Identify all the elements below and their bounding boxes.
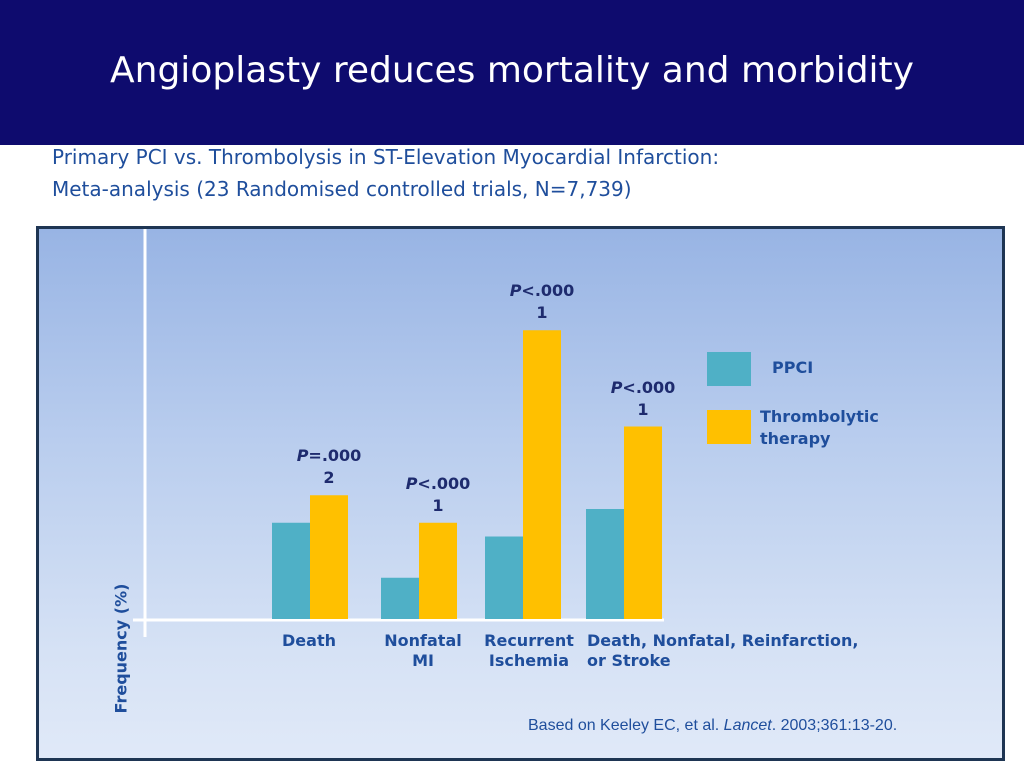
- bar-ppci-3: [485, 536, 523, 619]
- p-value-label-4: P<.000 1: [608, 377, 678, 421]
- legend-label-line: Thrombolytic: [760, 407, 879, 426]
- subtitle-line-1: Primary PCI vs. Thrombolysis in ST-Eleva…: [52, 145, 720, 169]
- x-tick-label-line: Death, Nonfatal, Reinfarction,: [587, 631, 859, 650]
- x-tick-label-1: Death: [264, 631, 354, 651]
- bar-thrombolytic-therapy-4: [624, 426, 662, 619]
- p-value-number: <.000: [417, 473, 471, 493]
- x-tick-label-line: MI: [412, 651, 434, 670]
- citation: Based on Keeley EC, et al. Lancet. 2003;…: [528, 717, 897, 735]
- p-value-line-1: P<.000: [608, 377, 678, 399]
- bar-ppci-1: [272, 522, 310, 619]
- chart-panel: Frequency (%) Death Nonfatal MI Recurrent Is…: [36, 226, 1005, 761]
- x-tick-label-2: Nonfatal MI: [375, 631, 471, 671]
- p-value-line-1: P=.000: [294, 445, 364, 467]
- x-tick-label-line: or Stroke: [587, 651, 671, 670]
- x-tick-label-line: Nonfatal: [384, 631, 462, 650]
- title-bar: [0, 0, 1024, 145]
- subtitle-line-2: Meta-analysis (23 Randomised controlled …: [52, 177, 632, 201]
- bar-thrombolytic-therapy-3: [523, 330, 561, 619]
- p-value-line-1: P<.000: [403, 473, 473, 495]
- legend-swatch-2: [707, 410, 751, 444]
- p-value-label-2: P<.000 1: [403, 473, 473, 517]
- p-symbol: P: [610, 377, 623, 397]
- legend-swatch-1: [707, 352, 751, 386]
- slide-title: Angioplasty reduces mortality and morbid…: [110, 50, 914, 91]
- citation-suffix: . 2003;361:13-20.: [771, 717, 898, 734]
- p-value-label-3: P<.000 1: [507, 280, 577, 324]
- bar-ppci-2: [381, 577, 419, 619]
- p-value-line-2: 1: [637, 399, 649, 419]
- p-value-number: =.000: [308, 446, 362, 466]
- p-value-number: <.000: [521, 281, 575, 301]
- legend-label-1: PPCI: [772, 357, 813, 379]
- bar-thrombolytic-therapy-2: [419, 522, 457, 619]
- p-symbol: P: [296, 446, 309, 466]
- x-tick-label-3: Recurrent Ischemia: [479, 631, 579, 671]
- x-tick-label-line: Ischemia: [488, 651, 570, 670]
- x-tick-label-line: Recurrent: [484, 631, 574, 650]
- p-value-number: <.000: [622, 377, 676, 397]
- legend-label-line: PPCI: [772, 358, 814, 377]
- legend-label-2: Thrombolytic therapy: [760, 406, 879, 450]
- bar-ppci-4: [586, 509, 624, 619]
- p-value-label-1: P=.000 2: [294, 445, 364, 489]
- legend-label-line: therapy: [760, 429, 831, 448]
- p-value-line-1: P<.000: [507, 280, 577, 302]
- citation-journal: Lancet: [723, 717, 772, 734]
- p-symbol: P: [405, 473, 418, 493]
- bar-chart: [133, 229, 664, 637]
- y-axis-label: Frequency (%): [111, 583, 131, 714]
- p-value-line-2: 1: [536, 303, 548, 323]
- x-tick-label-line: Death: [282, 631, 336, 650]
- citation-prefix: Based on Keeley EC, et al.: [528, 717, 724, 734]
- p-symbol: P: [509, 281, 522, 301]
- p-value-line-2: 1: [432, 495, 444, 515]
- p-value-line-2: 2: [323, 468, 335, 488]
- x-tick-label-4: Death, Nonfatal, Reinfarction, or Stroke: [587, 631, 887, 671]
- bar-thrombolytic-therapy-1: [310, 495, 348, 619]
